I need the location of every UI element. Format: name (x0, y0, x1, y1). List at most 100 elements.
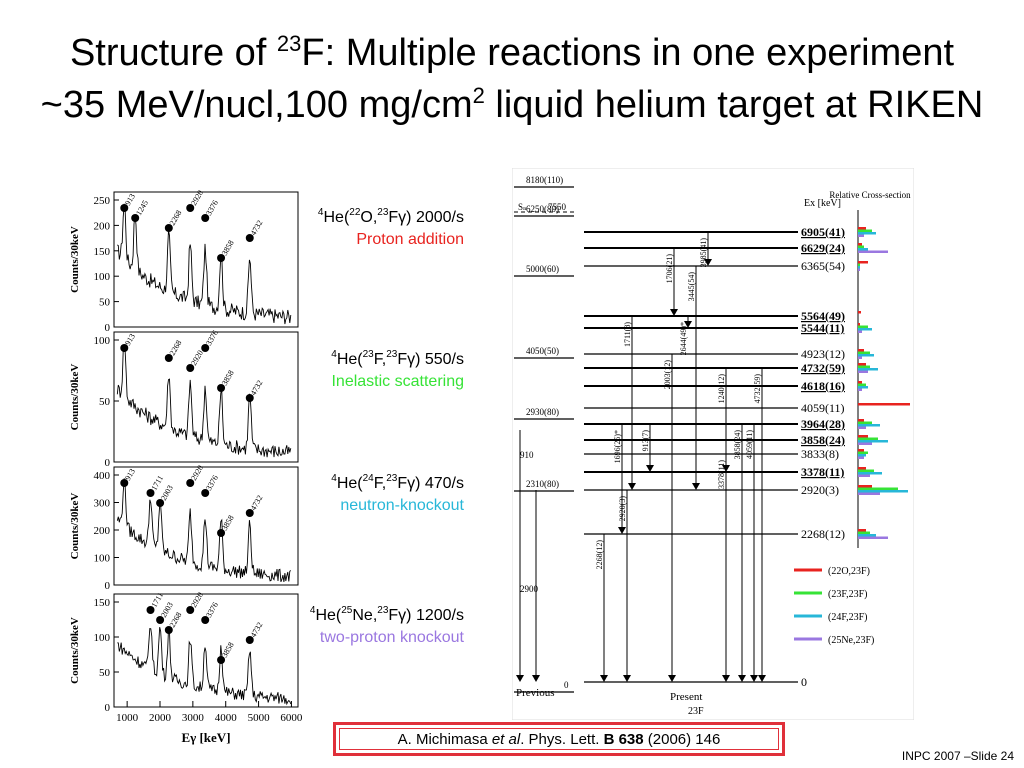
peak-label: 2920 (189, 189, 205, 207)
ex-header: Ex [keV] (804, 198, 841, 209)
y-tick-label: 50 (99, 667, 111, 679)
y-tick-label: 250 (94, 195, 111, 207)
arrow-head (516, 675, 524, 682)
cross-section-bar (858, 227, 866, 230)
previous-level-label: 5000(60) (526, 264, 559, 274)
y-tick-label: 0 (105, 702, 111, 714)
reaction-desc-4: two-proton knockout (319, 629, 464, 646)
peak-label: 3858 (220, 641, 236, 659)
slide-title-line-1: Structure of 23F: Multiple reactions in … (69, 31, 955, 74)
present-level-label: 3858(24) (801, 433, 845, 447)
cross-section-bar (858, 424, 880, 427)
y-tick-label: 100 (94, 632, 111, 644)
cross-section-bar (858, 266, 860, 269)
transition-label: 3858(24) (733, 430, 742, 460)
legend-label: (24F,23F) (828, 612, 867, 623)
slide-title-line-2: ~35 MeV/nucl,100 mg/cm2 liquid helium ta… (40, 83, 984, 126)
legend-label: (23F,23F) (828, 589, 867, 600)
peak-marker (146, 606, 155, 614)
peak-label: 2268 (168, 611, 184, 629)
arrow-head (684, 321, 692, 328)
transition-label: 4732(59) (753, 374, 762, 404)
cross-section-bar (858, 426, 866, 429)
arrow-head (704, 259, 712, 266)
cross-section-bar (858, 449, 864, 452)
present-level-label: 4059(11) (801, 401, 845, 415)
cross-section-bar (858, 454, 866, 457)
sn-label: Sₙ (518, 202, 527, 212)
arrow-head (623, 675, 631, 682)
peak-label: 4732 (249, 219, 265, 237)
peak-marker (120, 344, 129, 352)
present-label: Present (670, 691, 702, 703)
cross-section-bar (858, 437, 878, 440)
spectrum-trace (116, 345, 292, 458)
peak-label: 3858 (220, 369, 236, 387)
cross-section-bar (858, 421, 872, 424)
arrow-head (722, 675, 730, 682)
peak-label: 2920 (189, 591, 205, 609)
peak-marker (245, 509, 254, 517)
scheme-background (512, 168, 914, 720)
previous-level-label: 0 (564, 680, 569, 690)
cross-section-bar (858, 531, 870, 534)
arrow-head (532, 675, 540, 682)
spectrum-frame (113, 191, 299, 328)
cross-section-bar (858, 474, 870, 477)
cross-section-bar (858, 232, 876, 235)
arrow-head (646, 465, 654, 472)
cross-section-bar (858, 472, 882, 475)
peak-marker (217, 384, 226, 392)
y-tick-label: 50 (99, 297, 111, 309)
peak-marker (245, 636, 254, 644)
cross-section-bar (858, 323, 860, 326)
y-tick-label: 150 (94, 246, 111, 258)
peak-marker (217, 254, 226, 262)
present-level-label: 4732(59) (801, 361, 845, 375)
peak-marker (201, 214, 210, 222)
peak-marker (245, 394, 254, 402)
present-level-label: 6629(24) (801, 241, 845, 255)
transition-label: 1706(21) (665, 254, 674, 284)
peak-label: 3376 (204, 199, 220, 217)
peak-label: 2920 (189, 464, 205, 482)
y-axis-title: Counts/30keV (69, 226, 81, 293)
peak-marker (217, 656, 226, 664)
peak-label: 2268 (168, 209, 184, 227)
cross-section-bar (858, 440, 888, 443)
y-tick-label: 100 (94, 335, 111, 347)
rel-header: Relative Cross-section (829, 190, 911, 200)
y-axis-title: Counts/30keV (69, 617, 81, 684)
y-tick-label: 100 (94, 553, 111, 565)
present-level-label: 6365(54) (801, 259, 845, 273)
legend-label: (22O,23F) (828, 566, 870, 577)
previous-label: Previous (516, 687, 555, 699)
transition-label: 2920(3) (618, 496, 627, 522)
cross-section-bar (858, 451, 868, 454)
peak-marker (164, 224, 173, 232)
present-level-label: 2268(12) (801, 527, 845, 541)
cross-section-bar (858, 469, 874, 472)
previous-level-label: 8180(110) (526, 175, 563, 185)
peak-marker (164, 354, 173, 362)
arrow-head (750, 675, 758, 682)
peak-label: 4732 (249, 379, 265, 397)
cross-section-bar (858, 330, 862, 333)
cross-section-bar (858, 529, 866, 532)
cross-section-bar (858, 349, 864, 352)
arrow-head (738, 675, 746, 682)
y-tick-label: 400 (94, 470, 111, 482)
peak-marker (186, 204, 195, 212)
previous-level-label: 2900 (520, 584, 539, 594)
transition-label: 3378(11) (717, 460, 726, 489)
peak-label: 2003 (159, 484, 175, 502)
peak-marker (245, 234, 254, 242)
transition-label: 1696(25)* (613, 430, 622, 463)
cross-section-bar (858, 261, 868, 264)
arrow-head (670, 309, 678, 316)
cross-section-bar (858, 248, 868, 251)
peak-label: 913 (123, 332, 137, 347)
cross-section-bar (858, 370, 868, 373)
present-level-label: 0 (801, 675, 807, 689)
cross-section-bar (858, 386, 868, 389)
